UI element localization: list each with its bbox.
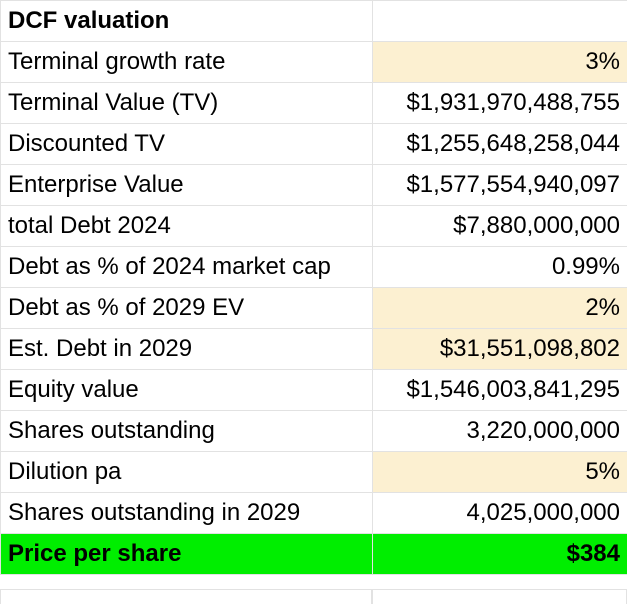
row-dilution-pa: Dilution pa 5% [0, 451, 628, 493]
row-total-debt-2024: total Debt 2024 $7,880,000,000 [0, 205, 628, 247]
header-cell[interactable]: DCF valuation [0, 0, 373, 42]
row-terminal-growth-rate: Terminal growth rate 3% [0, 41, 628, 83]
sheet-edge [627, 0, 638, 604]
row-label-cell[interactable]: Est. Debt in 2029 [0, 328, 373, 370]
row-label-cell[interactable]: Terminal growth rate [0, 41, 373, 83]
row-value-cell[interactable]: 5% [372, 451, 628, 493]
row-value-cell[interactable]: $31,551,098,802 [372, 328, 628, 370]
row-label-cell[interactable]: Discounted TV [0, 123, 373, 165]
row-value-cell[interactable]: $1,546,003,841,295 [372, 369, 628, 411]
dcf-valuation-table: DCF valuation Terminal growth rate 3% Te… [0, 0, 628, 575]
total-label-cell[interactable]: Price per share [0, 533, 373, 575]
row-value-cell[interactable]: 4,025,000,000 [372, 492, 628, 534]
row-discounted-tv: Discounted TV $1,255,648,258,044 [0, 123, 628, 165]
row-terminal-value: Terminal Value (TV) $1,931,970,488,755 [0, 82, 628, 124]
row-shares-outstanding-2029: Shares outstanding in 2029 4,025,000,000 [0, 492, 628, 534]
empty-cell[interactable] [0, 589, 372, 604]
row-shares-outstanding: Shares outstanding 3,220,000,000 [0, 410, 628, 452]
row-enterprise-value: Enterprise Value $1,577,554,940,097 [0, 164, 628, 206]
row-label-cell[interactable]: Shares outstanding in 2029 [0, 492, 373, 534]
row-value-cell[interactable]: 3% [372, 41, 628, 83]
row-value-cell[interactable]: $1,577,554,940,097 [372, 164, 628, 206]
row-value-cell[interactable]: $1,931,970,488,755 [372, 82, 628, 124]
row-value-cell[interactable]: 3,220,000,000 [372, 410, 628, 452]
row-label-cell[interactable]: Debt as % of 2029 EV [0, 287, 373, 329]
row-label-cell[interactable]: Enterprise Value [0, 164, 373, 206]
row-debt-pct-ev: Debt as % of 2029 EV 2% [0, 287, 628, 329]
row-debt-pct-market-cap: Debt as % of 2024 market cap 0.99% [0, 246, 628, 288]
row-label-cell[interactable]: Dilution pa [0, 451, 373, 493]
empty-cell[interactable] [372, 589, 627, 604]
header-row: DCF valuation [0, 0, 628, 42]
row-label-cell[interactable]: Terminal Value (TV) [0, 82, 373, 124]
row-equity-value: Equity value $1,546,003,841,295 [0, 369, 628, 411]
row-value-cell[interactable]: $7,880,000,000 [372, 205, 628, 247]
row-price-per-share: Price per share $384 [0, 533, 628, 575]
row-label-cell[interactable]: Equity value [0, 369, 373, 411]
row-label-cell[interactable]: total Debt 2024 [0, 205, 373, 247]
row-value-cell[interactable]: 0.99% [372, 246, 628, 288]
header-value-cell[interactable] [372, 0, 628, 42]
next-row-partial [0, 589, 627, 604]
row-value-cell[interactable]: $1,255,648,258,044 [372, 123, 628, 165]
row-est-debt-2029: Est. Debt in 2029 $31,551,098,802 [0, 328, 628, 370]
row-label-cell[interactable]: Debt as % of 2024 market cap [0, 246, 373, 288]
row-value-cell[interactable]: 2% [372, 287, 628, 329]
total-value-cell[interactable]: $384 [372, 533, 628, 575]
row-label-cell[interactable]: Shares outstanding [0, 410, 373, 452]
